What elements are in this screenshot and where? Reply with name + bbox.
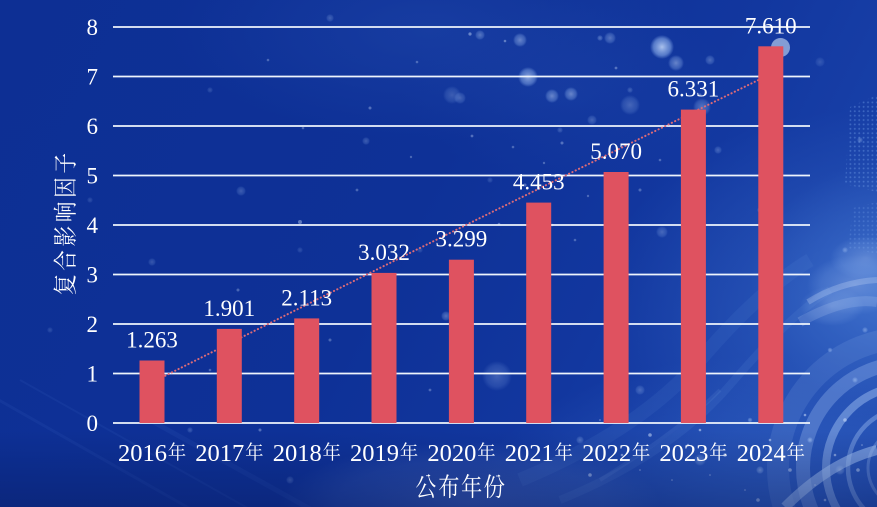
svg-text:2019: 2019 <box>350 440 399 467</box>
svg-text:7.610: 7.610 <box>745 13 797 38</box>
svg-text:5: 5 <box>87 164 99 189</box>
svg-text:2024: 2024 <box>737 440 786 467</box>
svg-text:2.113: 2.113 <box>281 285 332 310</box>
svg-text:8: 8 <box>87 15 99 40</box>
svg-text:1: 1 <box>87 362 99 387</box>
svg-text:2021: 2021 <box>505 440 554 467</box>
svg-text:1.263: 1.263 <box>126 328 178 353</box>
svg-text:3: 3 <box>87 263 99 288</box>
svg-text:4: 4 <box>87 213 99 238</box>
svg-text:6.331: 6.331 <box>668 77 720 102</box>
svg-text:2022: 2022 <box>582 440 631 467</box>
svg-text:5.070: 5.070 <box>590 139 642 164</box>
svg-text:2018: 2018 <box>273 440 322 467</box>
svg-text:1.901: 1.901 <box>203 296 255 321</box>
svg-text:4.453: 4.453 <box>513 170 565 195</box>
svg-text:2016: 2016 <box>118 440 167 467</box>
svg-text:2020: 2020 <box>427 440 476 467</box>
svg-text:0: 0 <box>87 411 99 436</box>
svg-text:3.032: 3.032 <box>358 240 410 265</box>
svg-text:6: 6 <box>87 114 99 139</box>
svg-text:2023: 2023 <box>659 440 708 467</box>
svg-text:7: 7 <box>87 65 99 90</box>
svg-text:3.299: 3.299 <box>436 227 488 252</box>
svg-text:2: 2 <box>87 312 99 337</box>
svg-text:2017: 2017 <box>195 440 244 467</box>
